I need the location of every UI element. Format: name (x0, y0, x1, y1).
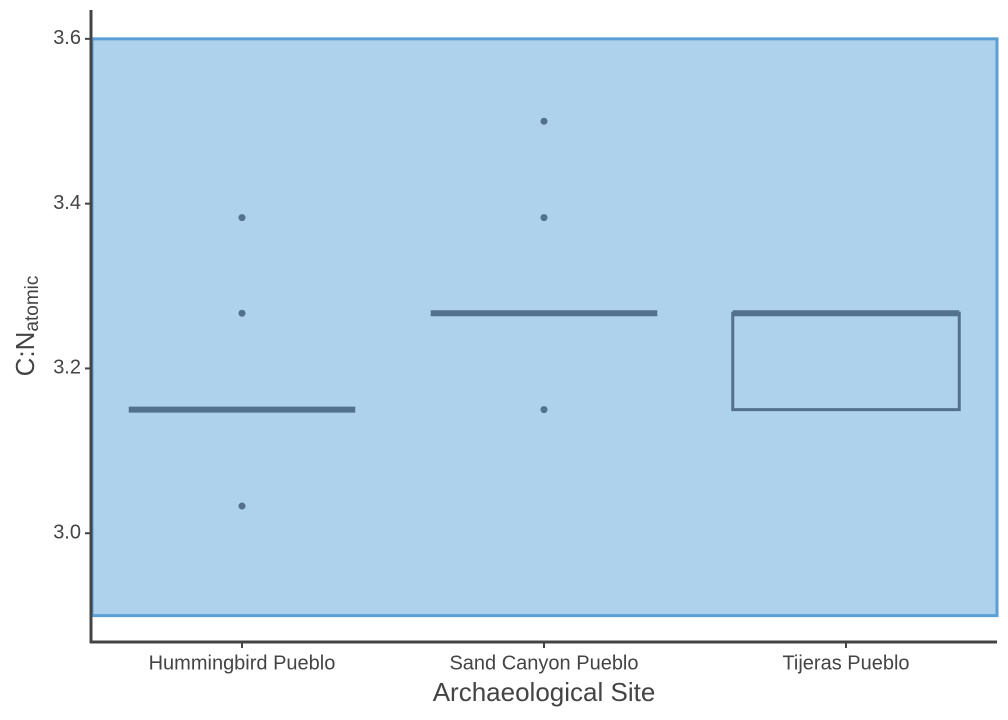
y-axis-title-group: C:Natomic (10, 276, 43, 377)
outlier (540, 406, 548, 414)
y-axis-title-subscript: atomic (22, 276, 43, 332)
y-tick-label: 3.6 (53, 27, 81, 49)
y-axis-title-main: C:N (10, 332, 40, 377)
y-tick-label: 3.4 (53, 192, 81, 214)
shaded-range (90, 37, 999, 618)
outlier (540, 214, 548, 222)
outlier (540, 117, 548, 125)
x-tick-label: Sand Canyon Pueblo (449, 652, 638, 674)
outlier (238, 309, 246, 317)
outlier (238, 214, 246, 222)
y-tick-label: 3.2 (53, 357, 81, 379)
outlier (238, 502, 246, 510)
x-axis-title: Archaeological Site (433, 677, 656, 707)
x-tick-label: Tijeras Pueblo (782, 652, 909, 674)
x-tick-label: Hummingbird Pueblo (149, 652, 336, 674)
y-tick-label: 3.0 (53, 522, 81, 544)
y-axis-title: C:Natomic (10, 276, 43, 377)
